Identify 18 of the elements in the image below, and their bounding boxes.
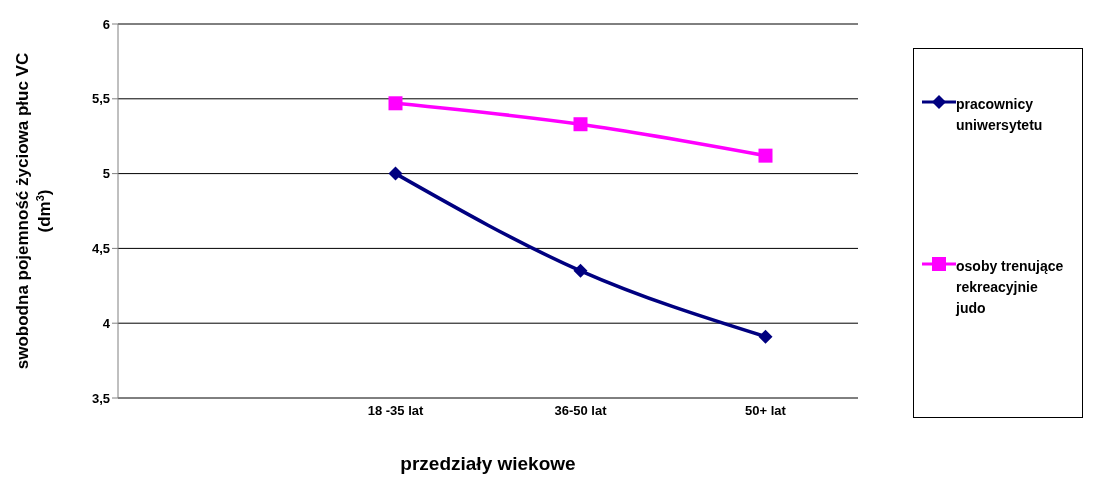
x-axis-title: przedziały wiekowe (400, 453, 576, 474)
point (388, 96, 403, 111)
point (573, 263, 588, 278)
legend-label: osoby trenujące rekreacyjnie judo (956, 257, 1065, 318)
y-tick-label: 3,5 (91, 390, 110, 406)
point (758, 148, 773, 163)
y-tick-label: 5,5 (91, 91, 110, 107)
legend-label: pracownicy uniwersytetu (956, 95, 1044, 135)
point (758, 329, 773, 344)
y-tick-label: 4,5 (91, 241, 110, 257)
x-tick-label: 36-50 lat (554, 403, 608, 419)
y-tick-label: 5 (102, 166, 110, 182)
x-tick-label: 18 -35 lat (367, 403, 424, 419)
x-tick-label: 50+ lat (745, 403, 787, 419)
y-tick-label: 4 (102, 315, 111, 331)
point (573, 117, 588, 132)
y-tick-label: 6 (102, 16, 110, 32)
point (388, 166, 403, 181)
